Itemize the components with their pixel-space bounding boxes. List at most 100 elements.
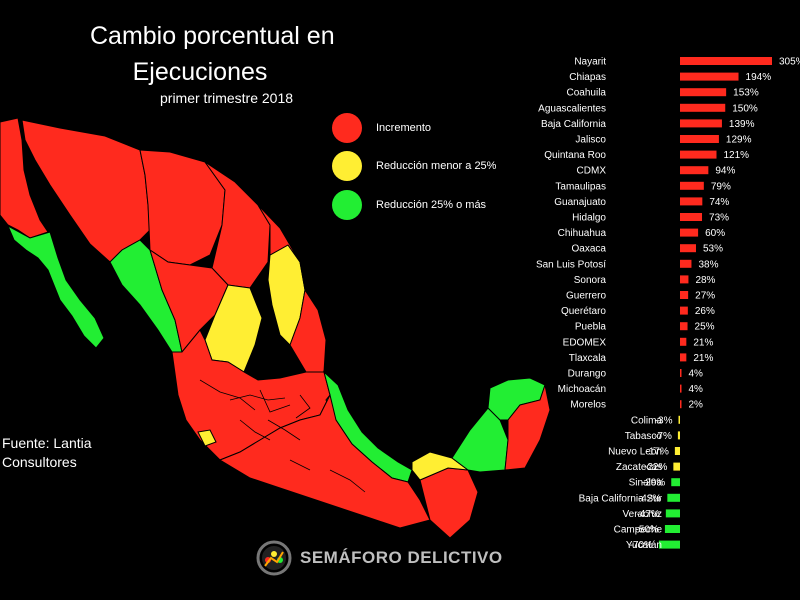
value-label: 74%	[709, 197, 729, 208]
traffic-light-logo-icon	[256, 540, 292, 576]
category-label: Nuevo León	[608, 447, 662, 458]
chart-subtitle: primer trimestre 2018	[160, 90, 294, 106]
legend-item-reduccion-menor: Reducción menor a 25%	[332, 150, 496, 182]
bar-11	[680, 228, 699, 237]
category-label: CDMX	[577, 166, 607, 177]
bar-12	[680, 244, 696, 253]
brand: SEMÁFORO DELICTIVO	[256, 540, 503, 576]
bar-10	[680, 213, 703, 221]
source-line-1: Fuente: Lantia	[2, 435, 92, 451]
value-label: 27%	[695, 291, 715, 302]
category-label: Veracruz	[623, 509, 662, 520]
value-label: 38%	[698, 259, 718, 270]
map-baja-california-sur	[6, 224, 105, 349]
value-label: -50%	[636, 525, 659, 536]
value-label: 25%	[695, 322, 715, 333]
value-label: 129%	[726, 135, 752, 146]
bar-22	[680, 400, 682, 409]
legend-item-incremento: Incremento	[332, 112, 431, 144]
legend-dot-red	[332, 113, 362, 143]
category-label: Coahuila	[567, 88, 607, 99]
value-label: 194%	[746, 72, 772, 83]
value-label: 73%	[709, 213, 729, 224]
bar-17	[680, 322, 688, 331]
map-tamaulipas	[257, 204, 327, 373]
map-colima	[197, 429, 217, 447]
category-label: Quintana Roo	[544, 150, 606, 161]
value-label: 53%	[703, 244, 723, 255]
value-label: -42%	[638, 493, 661, 504]
category-label: Campeche	[614, 525, 663, 536]
category-label: Yucatán	[626, 540, 662, 551]
value-label: 2%	[689, 400, 704, 411]
bar-19	[680, 353, 687, 362]
legend-item-reduccion-mayor: Reducción 25% o más	[332, 189, 486, 221]
category-label: Chihuahua	[558, 228, 607, 239]
value-label: 4%	[689, 369, 704, 380]
bar-15	[680, 291, 689, 299]
bar-20	[680, 369, 682, 377]
value-label: -70%	[630, 540, 653, 551]
map-tabasco	[411, 451, 470, 481]
category-label: Aguascalientes	[538, 103, 606, 114]
bar-16	[680, 306, 688, 315]
bar-31	[658, 540, 680, 549]
bar-8	[680, 181, 704, 190]
legend-label: Reducción 25% o más	[376, 199, 487, 211]
title-line-2: Ejecuciones	[132, 58, 268, 86]
category-label: Oaxaca	[572, 244, 607, 255]
legend-dot-green	[332, 190, 362, 220]
bar-13	[680, 259, 692, 268]
category-label: EDOMEX	[563, 337, 607, 348]
title-line-1: Cambio porcentual en	[90, 22, 335, 50]
value-label: 121%	[723, 150, 749, 161]
category-label: Colima	[631, 415, 663, 426]
bar-4	[680, 119, 722, 128]
map-baja-california	[0, 117, 49, 239]
bar-29	[665, 509, 680, 518]
bar-7	[680, 166, 709, 175]
value-label: 79%	[711, 181, 731, 192]
value-label: 150%	[732, 103, 758, 114]
bar-24	[677, 431, 680, 440]
value-label: -47%	[636, 509, 659, 520]
value-label: 60%	[705, 228, 725, 239]
category-label: Durango	[568, 369, 607, 380]
value-label: 94%	[715, 166, 735, 177]
value-label: -17%	[646, 447, 669, 458]
category-label: Tlaxcala	[569, 353, 607, 364]
value-label: 305%	[779, 57, 800, 68]
bar-26	[673, 462, 680, 471]
source-line-2: Consultores	[2, 454, 77, 470]
bar-18	[680, 337, 687, 346]
category-label: Tamaulipas	[555, 181, 606, 192]
map-chihuahua	[139, 149, 226, 266]
category-label: Jalisco	[575, 135, 606, 146]
category-label: Puebla	[575, 322, 607, 333]
category-label: Sinaloa	[629, 478, 663, 489]
value-label: 139%	[729, 119, 755, 130]
bar-23	[678, 415, 680, 424]
value-label: -3%	[655, 415, 673, 426]
category-label: Morelos	[570, 400, 606, 411]
value-label: 21%	[693, 337, 713, 348]
value-label: 26%	[695, 306, 715, 317]
bar-30	[664, 525, 680, 533]
legend-dot-yellow	[332, 151, 362, 181]
category-label: Guanajuato	[554, 197, 606, 208]
value-label: 28%	[695, 275, 715, 286]
bar-1	[680, 72, 739, 81]
category-label: Baja California	[541, 119, 606, 130]
map-south	[218, 393, 431, 529]
map-quintana-roo	[504, 383, 551, 471]
category-label: Sonora	[574, 275, 607, 286]
bar-14	[680, 275, 689, 284]
category-label: Zacatecas	[616, 462, 662, 473]
category-label: Tabasco	[625, 431, 663, 442]
brand-name: SEMÁFORO DELICTIVO	[300, 548, 503, 567]
bar-6	[680, 150, 717, 159]
category-label: San Luis Potosí	[536, 259, 606, 270]
value-label: 153%	[733, 88, 759, 99]
